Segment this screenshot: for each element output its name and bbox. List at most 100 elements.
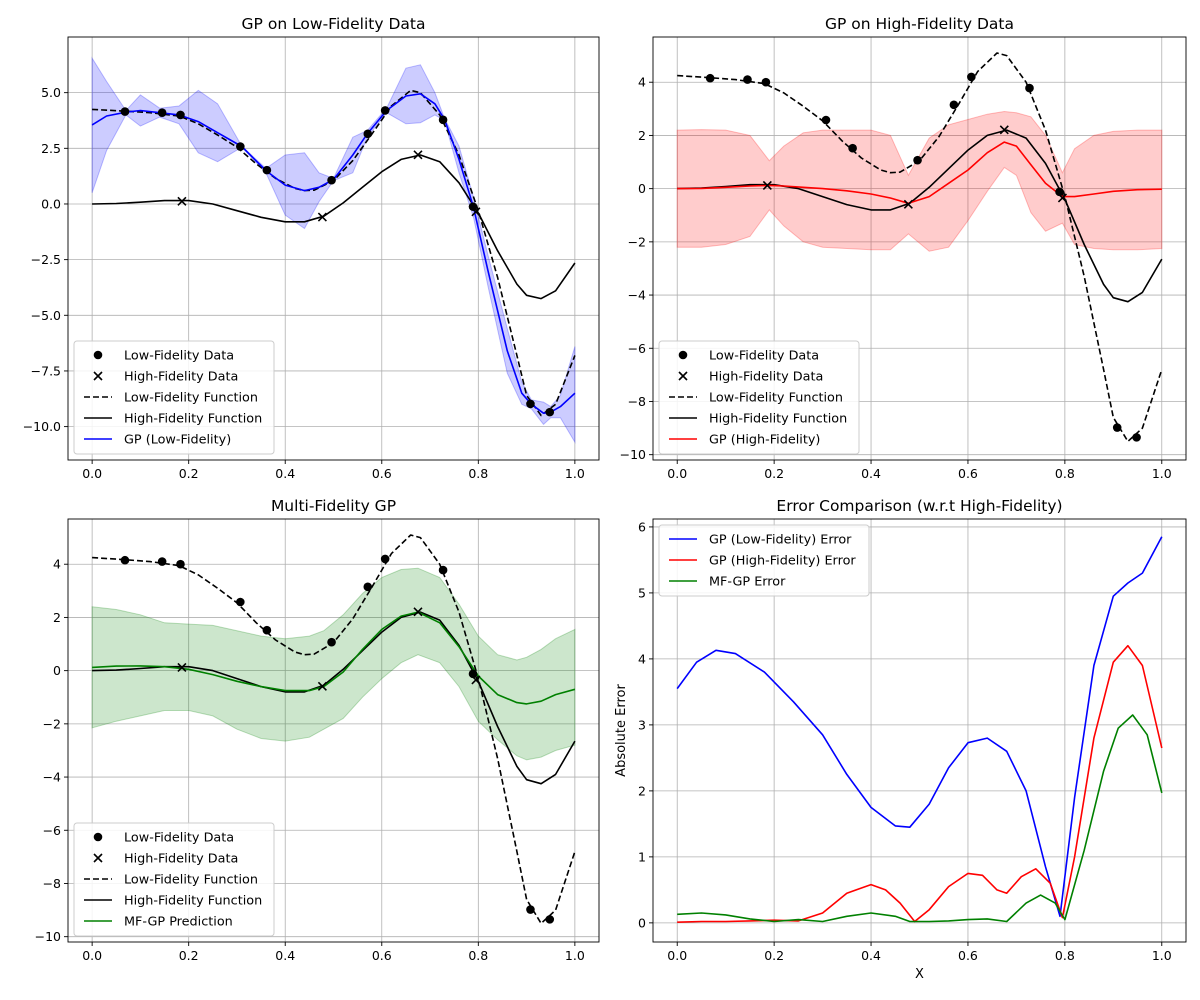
low-fidelity-data-point [157, 108, 167, 117]
y-tick-label: −4 [43, 770, 61, 785]
legend-cross-marker [93, 853, 103, 863]
x-tick-label: 1.0 [565, 466, 585, 481]
y-tick-label: 2 [53, 610, 61, 625]
y-tick-label: −10.0 [23, 419, 61, 434]
high-fidelity-data-point [762, 180, 772, 191]
x-tick-label: 0.4 [275, 948, 295, 963]
low-fidelity-data-point [705, 73, 715, 83]
series-line-gp-high-fidelity- [677, 141, 1162, 205]
low-fidelity-data-point [363, 582, 373, 592]
low-fidelity-data-point [438, 565, 448, 575]
x-axis-label: X [915, 967, 924, 982]
high-fidelity-data-point [177, 196, 187, 206]
low-fidelity-data-point [380, 554, 390, 564]
series-line-high-fidelity-function [677, 129, 1163, 303]
high-fidelity-data-point [471, 675, 481, 685]
legend-cross-marker [678, 371, 688, 381]
x-tick-label: 0.2 [764, 948, 784, 963]
x-tick-label: 1.0 [1152, 466, 1172, 481]
legend-label: High-Fidelity Function [709, 412, 847, 427]
y-tick-label: 3 [638, 717, 646, 732]
low-fidelity-data-point [363, 129, 373, 139]
axes-frame [67, 518, 600, 943]
legend-label: GP (Low-Fidelity) Error [709, 533, 852, 548]
x-tick-label: 0.2 [179, 466, 199, 481]
low-fidelity-data-point [327, 175, 336, 185]
high-fidelity-data-point [317, 681, 327, 691]
y-tick-label: 2 [638, 783, 646, 798]
low-fidelity-data-point [545, 915, 555, 924]
low-fidelity-data-point [545, 407, 555, 417]
x-tick-label: 0.8 [468, 948, 488, 963]
y-tick-label: 0.0 [41, 196, 61, 211]
confidence-band [91, 56, 576, 445]
low-fidelity-data-point [848, 143, 857, 153]
x-tick-label: 0.8 [1055, 466, 1075, 481]
low-fidelity-data-point [176, 110, 185, 120]
series-line-low-fidelity-function [677, 52, 1163, 443]
series-line-high-fidelity-function [92, 611, 576, 785]
axes-frame [652, 36, 1187, 461]
x-tick-label: 0.2 [764, 466, 784, 481]
confidence-band [676, 110, 1163, 252]
series-line-mf-gp-prediction [92, 611, 576, 705]
x-tick-label: 0.8 [468, 466, 488, 481]
y-tick-label: −8 [43, 876, 61, 891]
low-fidelity-data-point [526, 905, 535, 914]
plot-area [91, 56, 576, 445]
legend-box [658, 524, 870, 597]
x-tick-label: 0.6 [958, 466, 978, 481]
plot-area [676, 536, 1163, 923]
y-tick-label: −6 [43, 823, 61, 838]
plot-area [91, 534, 576, 925]
x-tick-label: 0.0 [82, 466, 102, 481]
legend: GP (Low-Fidelity) Error GP (High-Fidelity… [658, 524, 870, 597]
legend-label: Low-Fidelity Function [709, 391, 843, 406]
chart-title: Multi-Fidelity GP [271, 497, 396, 515]
low-fidelity-data-point [236, 142, 245, 151]
axes-frame [652, 518, 1187, 943]
chart-panel-3: 0.0 0.2 0.4 0.6 0.8 1.0 4 2 0 −2 −4 −6 −8 −10 Multi-Fi… [35, 497, 600, 963]
low-fidelity-data-point [236, 597, 245, 607]
y-tick-label: 0 [638, 181, 646, 196]
low-fidelity-data-point [327, 637, 336, 647]
low-fidelity-data-point [380, 106, 390, 115]
y-tick-label: −2 [628, 234, 646, 249]
low-fidelity-data-point [761, 77, 771, 87]
legend-box [73, 822, 275, 937]
legend-label: Low-Fidelity Data [124, 349, 234, 364]
legend-label: Low-Fidelity Data [709, 349, 819, 364]
low-fidelity-data-point [176, 559, 185, 569]
x-tick-label: 1.0 [1152, 948, 1172, 963]
x-tick-label: 0.6 [958, 948, 978, 963]
legend-box [658, 340, 860, 455]
low-fidelity-data-point [262, 625, 272, 635]
legend-label: Low-Fidelity Data [124, 831, 234, 846]
low-fidelity-data-point [468, 202, 478, 211]
low-fidelity-data-point [1025, 83, 1034, 93]
axes-frame [67, 36, 600, 461]
legend-label: GP (Low-Fidelity) [124, 433, 231, 448]
y-tick-label: 2.5 [41, 141, 61, 156]
legend-label: MF-GP Error [709, 575, 786, 590]
y-tick-label: −2.5 [31, 252, 61, 267]
legend-label: High-Fidelity Data [124, 852, 238, 867]
chart-title: GP on Low-Fidelity Data [242, 15, 426, 33]
y-tick-label: −10 [620, 447, 646, 462]
y-tick-label: −4 [628, 288, 646, 303]
low-fidelity-data-point [967, 72, 976, 82]
high-fidelity-data-point [471, 207, 481, 217]
high-fidelity-data-point [999, 125, 1009, 135]
low-fidelity-data-point [120, 107, 130, 116]
y-tick-label: −2 [43, 716, 61, 731]
x-tick-label: 0.4 [275, 466, 295, 481]
legend: Low-Fidelity Data High-Fidelity Data Low-F… [73, 822, 275, 937]
series-line-low-fidelity-function [92, 89, 576, 417]
high-fidelity-data-point [903, 199, 913, 209]
legend-label: Low-Fidelity Function [124, 873, 258, 888]
legend-label: MF-GP Prediction [124, 915, 233, 930]
x-tick-label: 0.4 [861, 466, 881, 481]
low-fidelity-data-point [949, 100, 959, 110]
y-tick-label: −6 [628, 341, 646, 356]
y-tick-label: 1 [638, 849, 646, 864]
